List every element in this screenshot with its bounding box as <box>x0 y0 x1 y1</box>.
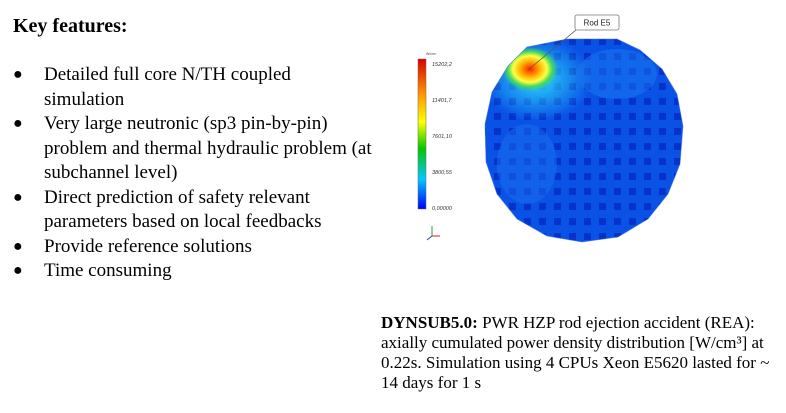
caption-code-label: DYNSUB5.0: <box>381 313 478 332</box>
rod-label: Rod E5 <box>584 19 611 28</box>
feature-text: Time consuming <box>44 260 172 281</box>
colorbar-tick: 15202,2 <box>432 62 452 68</box>
feature-text: Provide reference solutions <box>44 235 252 257</box>
rod-callout: Rod E5 <box>527 14 620 71</box>
bullet-icon: ● <box>13 237 23 255</box>
bullet-icon: ● <box>13 115 23 132</box>
feature-text: Very large neutronic (sp3 pin-by-pin) pr… <box>44 113 372 183</box>
colorbar-tick: 11401,7 <box>432 98 452 104</box>
colorbar-tick: 7601,10 <box>432 134 453 140</box>
feature-text: Direct prediction of safety relevant par… <box>44 186 322 233</box>
caption-text: PWR HZP rod ejection accident (REA): axi… <box>381 313 770 392</box>
feature-item: ● Provide reference solutions <box>13 235 373 260</box>
colorbar: W/cm³ 15202,2 11401,7 7601,10 3800,55 0,… <box>417 52 453 212</box>
bullet-icon: ● <box>13 262 23 279</box>
feature-item: ● Detailed full core N/TH coupled simulat… <box>13 63 373 112</box>
colorbar-title: W/cm³ <box>426 52 437 56</box>
feature-item: ● Very large neutronic (sp3 pin-by-pin) p… <box>13 112 373 186</box>
feature-item: ● Direct prediction of safety relevant pa… <box>13 186 373 235</box>
features-list: ● Detailed full core N/TH coupled simulat… <box>13 63 373 284</box>
rod-label-box <box>574 14 620 31</box>
figure-caption: DYNSUB5.0: PWR HZP rod ejection accident… <box>381 313 773 393</box>
rod-callout-leader <box>527 29 577 71</box>
bullet-icon: ● <box>13 188 23 206</box>
bullet-icon: ● <box>13 66 23 83</box>
colorbar-gradient <box>417 58 427 210</box>
colorbar-tick: 3800,55 <box>432 170 453 176</box>
colorbar-tick: 0,00000 <box>432 206 453 212</box>
feature-text: Detailed full core N/TH coupled simulati… <box>44 64 291 110</box>
feature-item: ● Time consuming <box>13 259 373 284</box>
power-density-figure: W/cm³ 15202,2 11401,7 7601,10 3800,55 0,… <box>417 14 684 243</box>
core-outline <box>484 38 684 243</box>
features-heading: Key features: <box>13 15 128 37</box>
axis-triad-icon <box>426 226 440 241</box>
